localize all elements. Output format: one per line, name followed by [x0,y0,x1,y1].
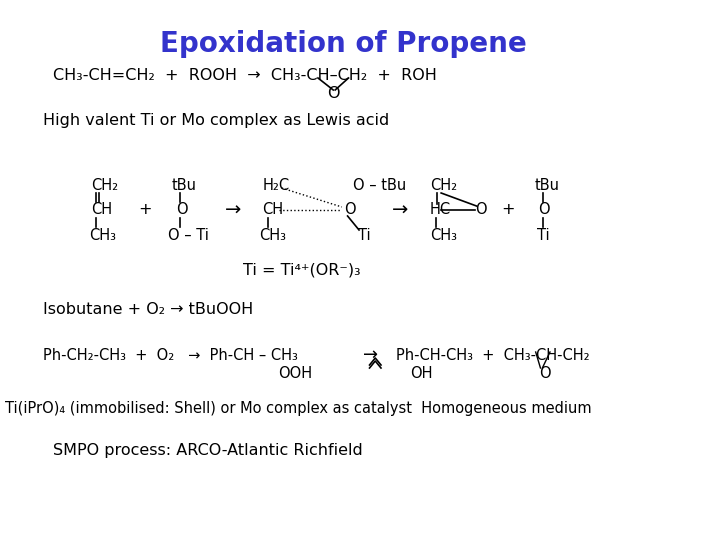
Text: O: O [328,85,340,100]
Text: CH₃: CH₃ [89,227,116,242]
Text: H₂C: H₂C [263,178,289,192]
Text: OOH: OOH [278,366,312,381]
Text: O: O [475,202,487,218]
Text: →: → [392,200,408,219]
Text: CH₃: CH₃ [258,227,286,242]
Text: CH₂: CH₂ [91,178,118,192]
Text: Epoxidation of Propene: Epoxidation of Propene [161,30,527,58]
Text: CH₃: CH₃ [430,227,456,242]
Text: OH: OH [410,366,432,381]
Text: CH: CH [263,202,284,218]
Text: SMPO process: ARCO-Atlantic Richfield: SMPO process: ARCO-Atlantic Richfield [53,442,362,457]
Text: CH: CH [91,202,112,218]
Text: O – tBu: O – tBu [354,178,407,192]
Text: Isobutane + O₂ → tBuOOH: Isobutane + O₂ → tBuOOH [43,302,253,318]
Text: O: O [539,366,551,381]
Text: Ti: Ti [536,227,549,242]
Text: High valent Ti or Mo complex as Lewis acid: High valent Ti or Mo complex as Lewis ac… [43,112,390,127]
Text: tBu: tBu [172,178,197,192]
Text: O: O [539,202,550,218]
Text: O – Ti: O – Ti [168,227,209,242]
Text: CH₂: CH₂ [430,178,456,192]
Text: CH₃-CH=CH₂  +  ROOH  →  CH₃-CH–CH₂  +  ROH: CH₃-CH=CH₂ + ROOH → CH₃-CH–CH₂ + ROH [53,68,436,83]
Text: Ph-CH₂-CH₃  +  O₂   →  Ph-CH – CH₃: Ph-CH₂-CH₃ + O₂ → Ph-CH – CH₃ [43,348,298,362]
Text: Ti(iPrO)₄ (immobilised: Shell) or Mo complex as catalyst  Homogeneous medium: Ti(iPrO)₄ (immobilised: Shell) or Mo com… [5,401,591,415]
Text: →: → [363,346,378,364]
Text: →: → [225,200,240,219]
Text: +: + [501,202,515,218]
Text: O: O [176,202,187,218]
Text: tBu: tBu [535,178,559,192]
Text: Ti = Ti⁴⁺(OR⁻)₃: Ti = Ti⁴⁺(OR⁻)₃ [243,262,361,278]
Text: HC: HC [430,202,451,218]
Text: Ph-CH-CH₃  +  CH₃-CH-CH₂: Ph-CH-CH₃ + CH₃-CH-CH₂ [396,348,590,362]
Text: +: + [138,202,152,218]
Text: O: O [343,202,356,218]
Text: Ti: Ti [358,227,371,242]
